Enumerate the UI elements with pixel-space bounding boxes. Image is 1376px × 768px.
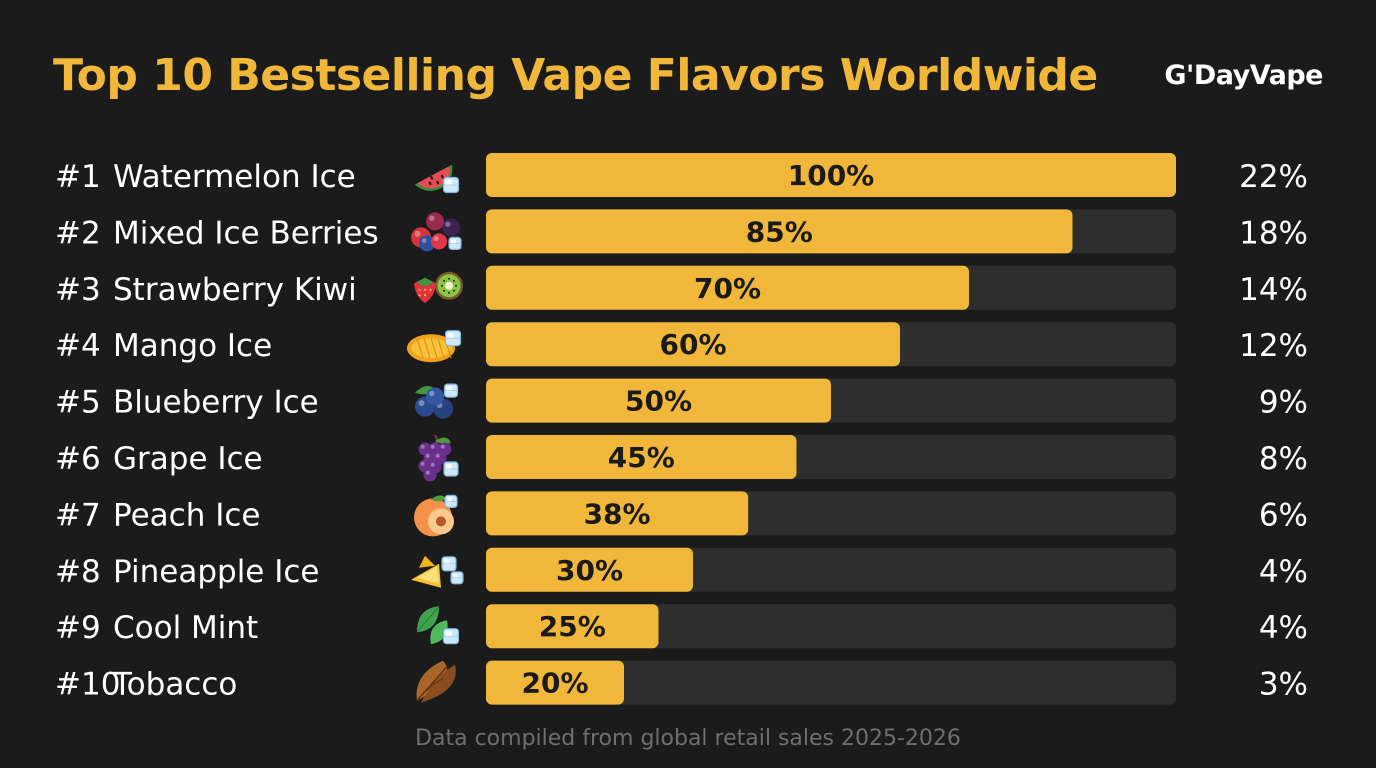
mint-ice-icon	[416, 605, 460, 645]
share-label: 22%	[1239, 159, 1308, 195]
bar	[486, 435, 797, 479]
rank-label: #5	[55, 385, 101, 421]
share-label: 14%	[1239, 272, 1308, 308]
strawberry-kiwi-icon	[414, 271, 463, 303]
share-label: 3%	[1259, 667, 1308, 703]
rank-label: #2	[55, 215, 101, 251]
blueberry-ice-icon	[415, 383, 459, 419]
bar-value-label: 38%	[584, 497, 651, 530]
share-label: 8%	[1259, 441, 1308, 477]
bar-value-label: 30%	[556, 554, 623, 587]
watermelon-ice-icon	[414, 164, 460, 194]
share-label: 6%	[1259, 497, 1308, 533]
bar	[486, 153, 1176, 197]
flavor-name: Mango Ice	[113, 328, 272, 364]
bar-value-label: 45%	[608, 441, 675, 474]
share-label: 12%	[1239, 328, 1308, 364]
flavor-name: Grape Ice	[113, 441, 263, 477]
bar	[486, 547, 693, 592]
bar-value-label: 85%	[746, 215, 813, 248]
bar	[486, 660, 624, 705]
peach-ice-icon	[414, 494, 458, 537]
bar-value-label: 25%	[539, 610, 606, 643]
tobacco-leaf-icon	[416, 660, 456, 703]
flavor-name: Blueberry Ice	[113, 385, 319, 421]
bar	[486, 322, 900, 367]
bar	[486, 604, 659, 649]
bar	[486, 378, 831, 423]
bar	[486, 491, 749, 536]
flavor-name: Watermelon Ice	[113, 159, 356, 195]
rank-label: #9	[55, 610, 101, 646]
flavor-name: Tobacco	[112, 667, 237, 703]
bar-value-label: 100%	[788, 159, 875, 192]
source-note: Data compiled from global retail sales 2…	[415, 726, 961, 751]
flavor-name: Pineapple Ice	[113, 554, 320, 590]
rank-label: #4	[55, 328, 101, 364]
rank-label: #1	[55, 159, 101, 195]
bar-value-label: 20%	[521, 667, 588, 700]
bar-value-label: 50%	[625, 385, 692, 418]
share-label: 4%	[1259, 610, 1308, 646]
brand-logo: G'DayVape	[1164, 60, 1323, 91]
rank-label: #6	[55, 441, 101, 477]
grape-ice-icon	[418, 434, 459, 482]
mango-ice-icon	[407, 330, 462, 363]
pineapple-ice-icon	[411, 555, 464, 588]
flavor-name: Mixed Ice Berries	[113, 215, 379, 251]
bar-value-label: 60%	[659, 328, 726, 361]
bar	[486, 209, 1073, 254]
share-label: 18%	[1239, 215, 1308, 251]
bar	[486, 265, 969, 310]
bar-track	[486, 660, 1176, 705]
rank-label: #7	[55, 497, 101, 533]
chart-title: Top 10 Bestselling Vape Flavors Worldwid…	[53, 50, 1098, 101]
flavor-name: Cool Mint	[113, 610, 258, 646]
rank-label: #10	[55, 667, 120, 703]
rank-label: #3	[55, 272, 101, 308]
share-label: 9%	[1259, 385, 1308, 421]
flavor-name: Peach Ice	[113, 497, 260, 533]
share-label: 4%	[1259, 554, 1308, 590]
flavor-name: Strawberry Kiwi	[113, 272, 357, 308]
rank-label: #8	[55, 554, 101, 590]
mixed-berries-icon	[411, 212, 462, 252]
bar-value-label: 70%	[694, 272, 761, 305]
